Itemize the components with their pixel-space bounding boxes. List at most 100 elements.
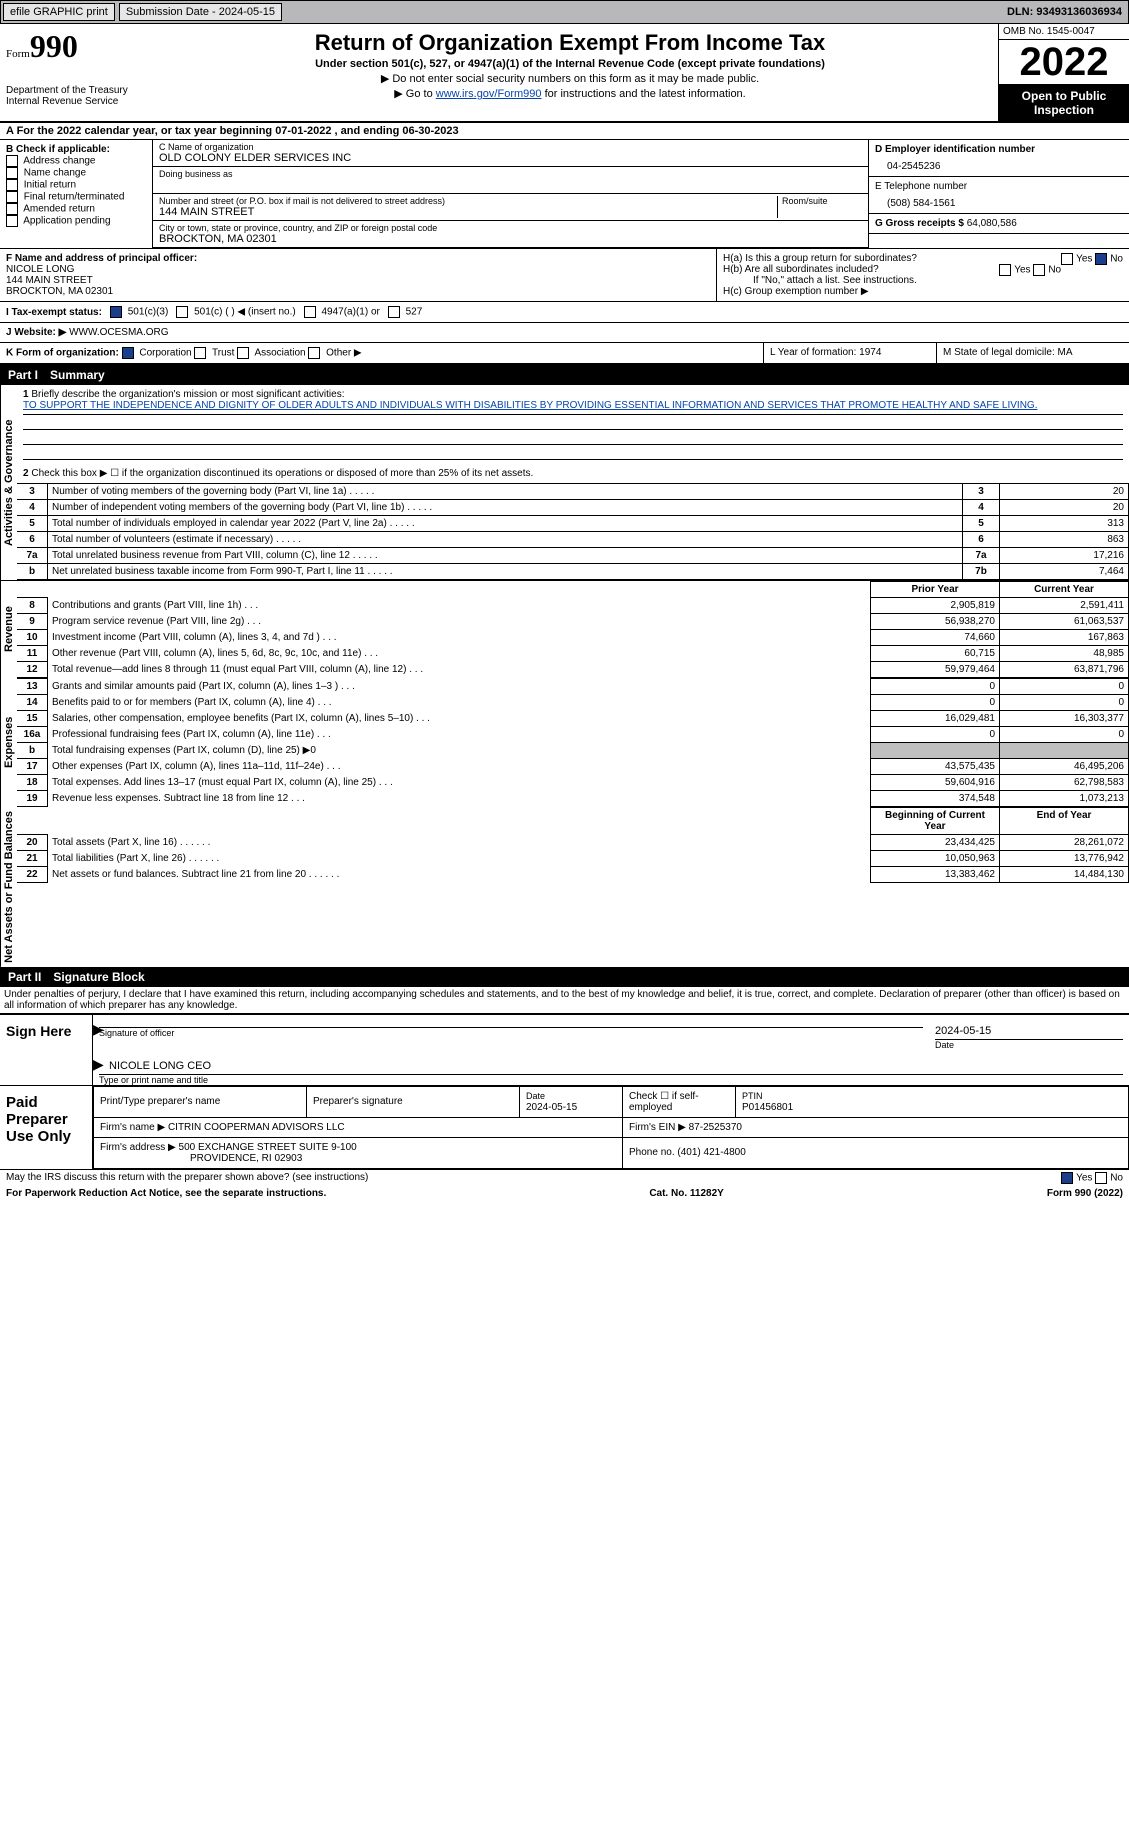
prep-firm: CITRIN COOPERMAN ADVISORS LLC bbox=[168, 1122, 345, 1133]
prep-name-label: Print/Type preparer's name bbox=[94, 1086, 307, 1117]
hb-row: H(b) Are all subordinates included? Yes … bbox=[723, 264, 1123, 275]
prep-sig-label: Preparer's signature bbox=[307, 1086, 520, 1117]
governance-table: 3Number of voting members of the governi… bbox=[17, 483, 1129, 580]
part2-header: Part II Signature Block bbox=[0, 967, 1129, 987]
cat-no: Cat. No. 11282Y bbox=[649, 1188, 723, 1199]
footer-row: For Paperwork Reduction Act Notice, see … bbox=[0, 1186, 1129, 1201]
c-name-label: C Name of organization bbox=[159, 142, 862, 152]
org-name: OLD COLONY ELDER SERVICES INC bbox=[159, 152, 862, 164]
revenue-table: Prior YearCurrent Year8Contributions and… bbox=[17, 581, 1129, 678]
line-klm: K Form of organization: ✔ Corporation Tr… bbox=[0, 343, 1129, 365]
sig-name: NICOLE LONG CEO bbox=[99, 1060, 211, 1072]
expenses-section: Expenses 13Grants and similar amounts pa… bbox=[0, 678, 1129, 807]
officer-addr1: 144 MAIN STREET bbox=[6, 275, 710, 286]
checkbox-final-return-terminated[interactable]: Final return/terminated bbox=[6, 191, 146, 203]
gross-receipts: 64,080,586 bbox=[967, 218, 1017, 229]
preparer-title: Paid Preparer Use Only bbox=[0, 1086, 93, 1169]
form-header: Form990 Department of the Treasury Inter… bbox=[0, 24, 1129, 123]
efile-print-button[interactable]: efile GRAPHIC print bbox=[3, 3, 115, 21]
form-subtitle: Under section 501(c), 527, or 4947(a)(1)… bbox=[146, 58, 994, 70]
irs-label: Internal Revenue Service bbox=[6, 96, 136, 107]
sig-name-label: Type or print name and title bbox=[93, 1075, 1129, 1085]
sign-here-label: Sign Here bbox=[0, 1015, 93, 1085]
phone-value: (508) 584-1561 bbox=[875, 192, 1123, 209]
open-inspection: Open to Public Inspection bbox=[999, 85, 1129, 121]
check-icon: ✔ bbox=[1061, 1172, 1073, 1184]
dba-value bbox=[159, 179, 862, 191]
street-value: 144 MAIN STREET bbox=[159, 206, 777, 218]
checkbox-application-pending[interactable]: Application pending bbox=[6, 215, 146, 227]
arrow-icon: ▶ bbox=[93, 1056, 104, 1073]
prep-addr1: 500 EXCHANGE STREET SUITE 9-100 bbox=[179, 1142, 357, 1153]
discuss-row: May the IRS discuss this return with the… bbox=[0, 1169, 1129, 1186]
g-label: G Gross receipts $ bbox=[875, 218, 964, 229]
sig-officer-label: Signature of officer bbox=[93, 1028, 929, 1038]
omb-number: OMB No. 1545-0047 bbox=[999, 24, 1129, 40]
notice-1: ▶ Do not enter social security numbers o… bbox=[146, 72, 994, 85]
pra-notice: For Paperwork Reduction Act Notice, see … bbox=[6, 1188, 326, 1199]
vlabel-revenue: Revenue bbox=[0, 581, 17, 678]
section-fh: F Name and address of principal officer:… bbox=[0, 248, 1129, 301]
room-label: Room/suite bbox=[782, 196, 862, 206]
checkbox-name-change[interactable]: Name change bbox=[6, 167, 146, 179]
submission-date-button[interactable]: Submission Date - 2024-05-15 bbox=[119, 3, 282, 21]
topbar: efile GRAPHIC print Submission Date - 20… bbox=[0, 0, 1129, 24]
sig-date: 2024-05-15 bbox=[935, 1015, 1123, 1040]
preparer-block: Paid Preparer Use Only Print/Type prepar… bbox=[0, 1085, 1129, 1169]
hc-row: H(c) Group exemption number ▶ bbox=[723, 286, 1123, 297]
vlabel-netassets: Net Assets or Fund Balances bbox=[0, 807, 17, 967]
ein-value: 04-2545236 bbox=[875, 155, 1123, 172]
arrow-icon: ▶ bbox=[93, 1021, 104, 1038]
f-label: F Name and address of principal officer: bbox=[6, 253, 710, 264]
city-value: BROCKTON, MA 02301 bbox=[159, 233, 862, 245]
part1-header: Part I Summary bbox=[0, 365, 1129, 385]
mission-text[interactable]: TO SUPPORT THE INDEPENDENCE AND DIGNITY … bbox=[23, 400, 1037, 411]
checkbox-amended-return[interactable]: Amended return bbox=[6, 203, 146, 215]
e-label: E Telephone number bbox=[875, 181, 1123, 192]
prep-ptin: P01456801 bbox=[742, 1102, 793, 1113]
prep-phone: (401) 421-4800 bbox=[677, 1147, 745, 1158]
checkbox-initial-return[interactable]: Initial return bbox=[6, 179, 146, 191]
prep-ein: 87-2525370 bbox=[689, 1122, 742, 1133]
street-label: Number and street (or P.O. box if mail i… bbox=[159, 196, 777, 206]
line-j: J Website: ▶ WWW.OCESMA.ORG bbox=[0, 323, 1129, 343]
line-i: I Tax-exempt status: ✔ 501(c)(3) 501(c) … bbox=[0, 301, 1129, 323]
city-label: City or town, state or province, country… bbox=[159, 223, 862, 233]
form-title: Return of Organization Exempt From Incom… bbox=[146, 30, 994, 56]
form-number: 990 bbox=[30, 28, 78, 64]
ha-row: H(a) Is this a group return for subordin… bbox=[723, 253, 1123, 264]
dln-label: DLN: 93493136036934 bbox=[1001, 6, 1128, 18]
governance-section: Activities & Governance 1 Briefly descri… bbox=[0, 385, 1129, 580]
dba-label: Doing business as bbox=[159, 169, 862, 179]
revenue-section: Revenue Prior YearCurrent Year8Contribut… bbox=[0, 580, 1129, 678]
notice-2: ▶ Go to www.irs.gov/Form990 for instruct… bbox=[146, 87, 994, 100]
irs-link[interactable]: www.irs.gov/Form990 bbox=[436, 88, 542, 100]
l-year: L Year of formation: 1974 bbox=[763, 343, 936, 363]
check-icon: ✔ bbox=[122, 347, 134, 359]
m-state: M State of legal domicile: MA bbox=[936, 343, 1129, 363]
expenses-table: 13Grants and similar amounts paid (Part … bbox=[17, 678, 1129, 807]
sig-date-label: Date bbox=[929, 1040, 1129, 1050]
checkbox-address-change[interactable]: Address change bbox=[6, 155, 146, 167]
hb-note: If "No," attach a list. See instructions… bbox=[723, 275, 1123, 286]
tax-year: 2022 bbox=[999, 40, 1129, 85]
prep-addr2: PROVIDENCE, RI 02903 bbox=[100, 1153, 302, 1164]
sign-here-block: Sign Here ▶ Signature of officer 2024-05… bbox=[0, 1014, 1129, 1085]
prep-selfemp: Check ☐ if self-employed bbox=[623, 1086, 736, 1117]
prep-date: 2024-05-15 bbox=[526, 1102, 577, 1113]
form-ref: Form 990 (2022) bbox=[1047, 1188, 1123, 1199]
d-label: D Employer identification number bbox=[875, 144, 1123, 155]
line-a-taxyear: A For the 2022 calendar year, or tax yea… bbox=[0, 123, 1129, 140]
vlabel-governance: Activities & Governance bbox=[0, 385, 17, 580]
b-label: B Check if applicable: bbox=[6, 144, 146, 155]
section-bcdeg: B Check if applicable: Address change Na… bbox=[0, 140, 1129, 248]
form-word: Form bbox=[6, 48, 30, 60]
officer-name: NICOLE LONG bbox=[6, 264, 710, 275]
vlabel-expenses: Expenses bbox=[0, 678, 17, 807]
check-icon: ✔ bbox=[1095, 253, 1107, 265]
netassets-section: Net Assets or Fund Balances Beginning of… bbox=[0, 807, 1129, 967]
penalties-text: Under penalties of perjury, I declare th… bbox=[0, 987, 1129, 1014]
preparer-table: Print/Type preparer's name Preparer's si… bbox=[93, 1086, 1129, 1169]
dept-label: Department of the Treasury bbox=[6, 85, 136, 96]
netassets-table: Beginning of Current YearEnd of Year20To… bbox=[17, 807, 1129, 883]
